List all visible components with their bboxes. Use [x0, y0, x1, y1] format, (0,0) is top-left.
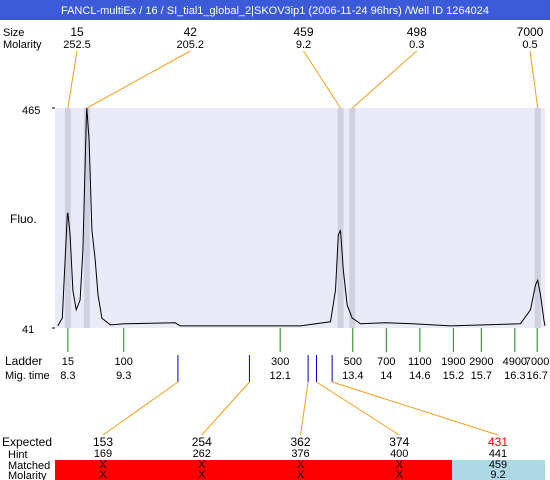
peak-molarity: 252.5 [63, 39, 91, 51]
peak-molarity: 0.5 [522, 39, 537, 51]
ladder-mig-time: 8.3 [60, 370, 75, 382]
molarity-value: X [396, 469, 404, 480]
hint-value: 376 [291, 448, 309, 460]
mig-time-header: Mig. time [5, 370, 50, 382]
peak-size: 459 [293, 25, 313, 39]
expected-connector [102, 381, 179, 436]
hint-value: 262 [193, 448, 211, 460]
ladder-size: 100 [115, 356, 133, 368]
peak-molarity: 0.3 [409, 39, 424, 51]
expected-size: 431 [488, 435, 508, 449]
peak-band [349, 108, 356, 328]
peak-molarity: 9.2 [296, 39, 311, 51]
ladder-size: 700 [377, 356, 395, 368]
matched-cell [452, 460, 545, 480]
molarity-value: 9.2 [490, 469, 505, 480]
y-axis-label: Fluo. [10, 212, 37, 226]
molarity-value: X [99, 469, 107, 480]
ladder-size: 300 [271, 356, 289, 368]
peak-molarity: 205.2 [176, 39, 204, 51]
molarity-value: X [297, 469, 305, 480]
peak-molarity-header: Molarity [3, 39, 42, 51]
peak-connector [529, 50, 539, 109]
ladder-size: 4900 [503, 356, 527, 368]
peak-band [534, 108, 541, 328]
ladder-size: 1100 [408, 356, 432, 368]
matched-header: Matched [8, 460, 50, 472]
peak-connector [86, 50, 191, 109]
expected-connector [300, 381, 309, 436]
peak-size-header: Size [3, 27, 24, 39]
expected-size: 374 [389, 435, 409, 449]
trace [57, 107, 546, 327]
ladder-mig-time: 14.6 [409, 370, 430, 382]
peak-connector [67, 50, 78, 109]
expected-connector [331, 381, 499, 436]
peak-size: 7000 [517, 25, 544, 39]
ladder-mig-time: 15.2 [443, 370, 464, 382]
ladder-size: 2900 [469, 356, 493, 368]
ladder-mig-time: 16.3 [504, 370, 525, 382]
expected-size: 254 [192, 435, 212, 449]
hint-header: Hint [8, 449, 28, 461]
ladder-size: 1900 [441, 356, 465, 368]
molarity-header: Molarity [8, 470, 47, 480]
expected-size: 362 [290, 435, 310, 449]
peak-size: 42 [184, 25, 198, 39]
hint-value: 169 [94, 448, 112, 460]
peak-connector [303, 50, 341, 109]
ladder-header: Ladder [5, 354, 42, 368]
peak-size: 498 [407, 25, 427, 39]
y-tick-label: 41 [22, 324, 34, 336]
matched-value: 459 [489, 459, 507, 471]
ladder-mig-time: 13.4 [342, 370, 363, 382]
matched-bar [55, 460, 545, 480]
ladder-size: 7000 [525, 356, 549, 368]
expected-size: 153 [93, 435, 113, 449]
matched-value: X [297, 459, 305, 471]
expected-connector [316, 381, 400, 436]
peak-size: 15 [70, 25, 84, 39]
hint-value: 400 [390, 448, 408, 460]
title-bar [0, 0, 550, 20]
matched-value: X [198, 459, 206, 471]
peak-band [337, 108, 344, 328]
y-tick-label: 465 [22, 105, 40, 117]
peak-connector [351, 50, 418, 109]
ladder-size: 500 [344, 356, 362, 368]
plot-area [55, 108, 545, 328]
ladder-mig-time: 12.1 [269, 370, 290, 382]
ladder-size: 15 [62, 356, 74, 368]
matched-value: X [99, 459, 107, 471]
expected-header: Expected [2, 435, 52, 449]
ladder-mig-time: 9.3 [116, 370, 131, 382]
ladder-mig-time: 15.7 [471, 370, 492, 382]
peak-band [64, 108, 71, 328]
expected-connector [201, 381, 250, 436]
ladder-mig-time: 16.7 [526, 370, 547, 382]
hint-value: 441 [489, 448, 507, 460]
molarity-value: X [198, 469, 206, 480]
matched-value: X [396, 459, 404, 471]
chart-title: FANCL-multiEx / 16 / SI_tial1_global_2|S… [61, 5, 489, 17]
ladder-mig-time: 14 [380, 370, 392, 382]
peak-band [83, 108, 90, 328]
